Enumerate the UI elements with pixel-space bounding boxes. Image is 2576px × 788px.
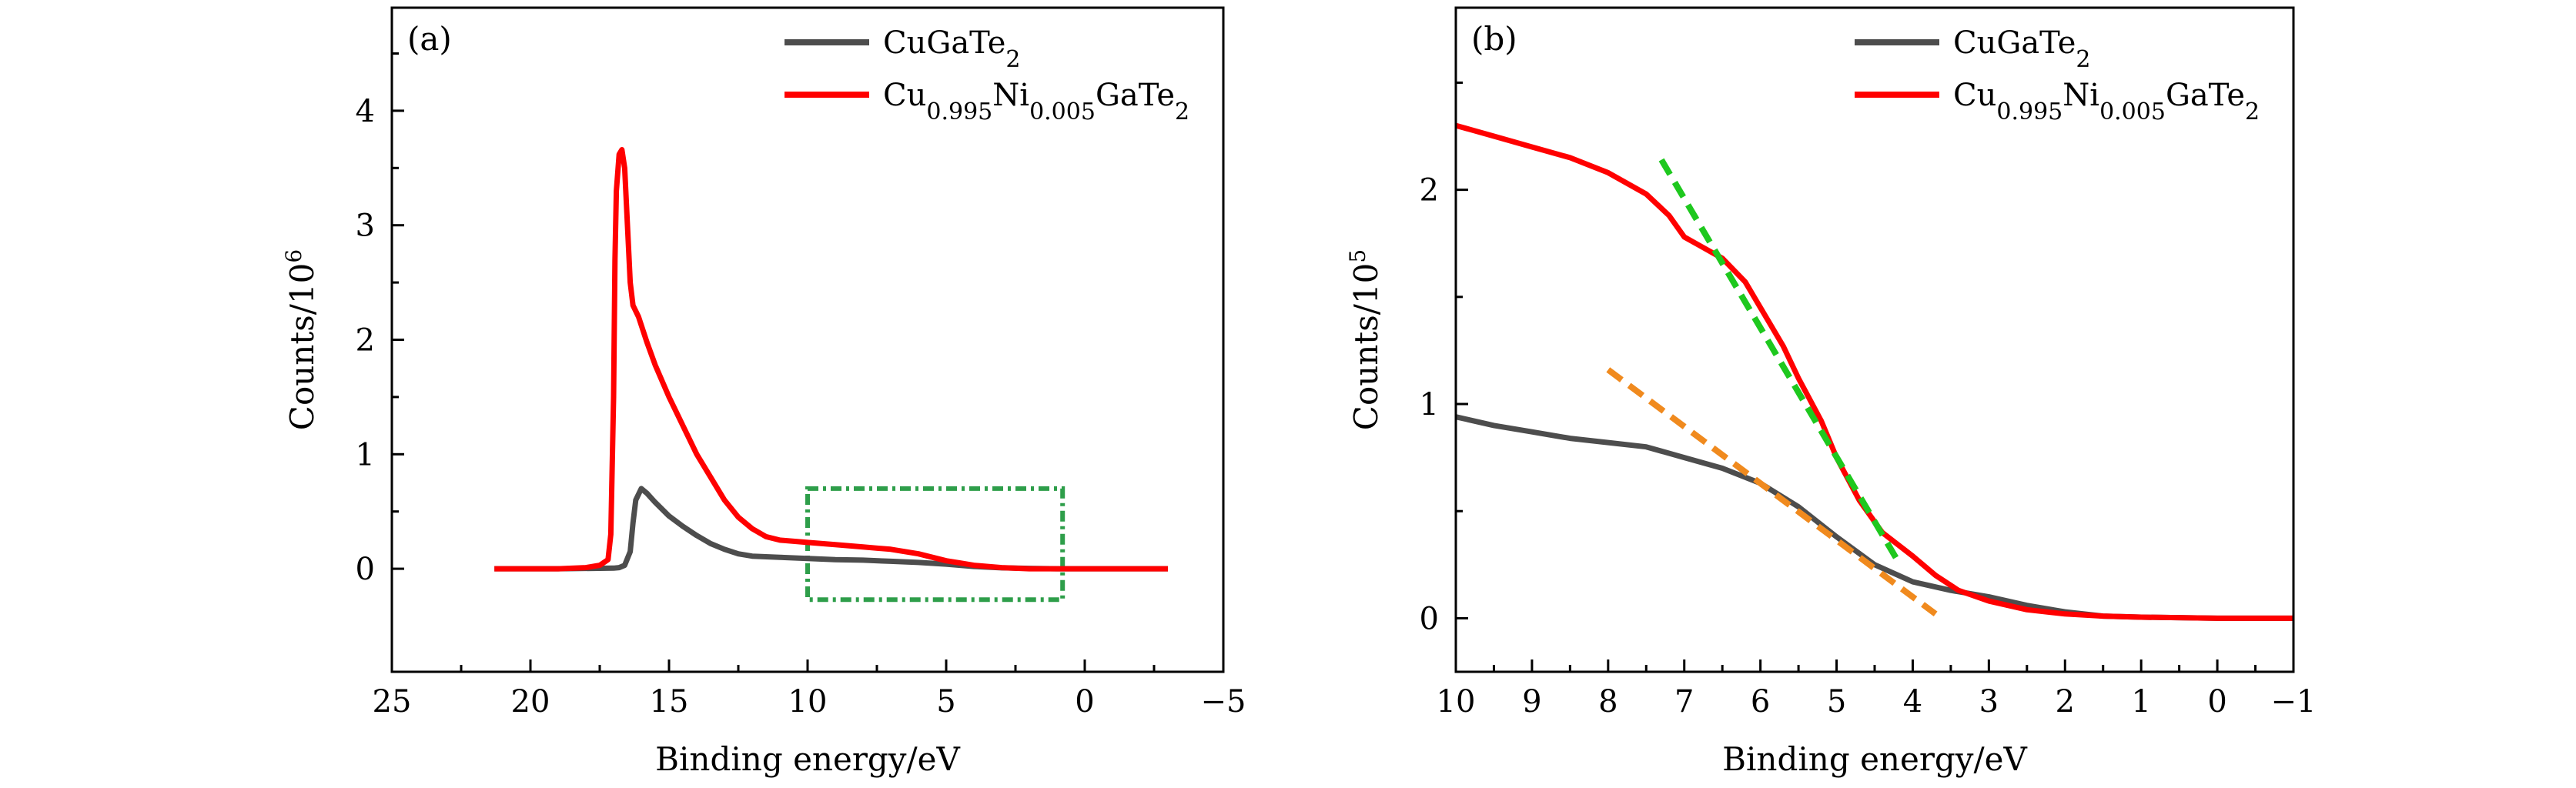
- panel-label: (a): [407, 20, 452, 58]
- legend-label-2: Cu0.995Ni0.005GaTe2: [883, 78, 1189, 125]
- x-tick-label: 1: [2131, 684, 2150, 720]
- legend-label-1: CuGaTe2: [1953, 25, 2091, 73]
- legend-text: Cu: [883, 78, 926, 113]
- y-tick-label: 3: [356, 209, 375, 244]
- panel-label: (b): [1471, 20, 1517, 58]
- y-axis-title: Counts/105: [1345, 249, 1386, 430]
- legend-text: CuGaTe: [883, 25, 1005, 61]
- x-tick-label: 0: [1075, 684, 1094, 720]
- series-line-2: [1455, 122, 2293, 621]
- x-tick-label: 8: [1598, 684, 1618, 720]
- y-axis-title-base: Counts/10: [283, 263, 321, 431]
- y-axis-title-exponent: 6: [281, 249, 306, 263]
- legend-subscript: 0.995: [1996, 98, 2062, 125]
- x-tick-label: 3: [1979, 684, 1999, 720]
- y-tick-label: 2: [1420, 173, 1439, 209]
- legend-text: Ni: [2062, 78, 2099, 113]
- x-tick-label: 9: [1522, 684, 1541, 720]
- y-tick-label: 0: [1420, 601, 1439, 636]
- x-tick-label: 4: [1903, 684, 1922, 720]
- y-axis-title-base: Counts/10: [1347, 263, 1385, 431]
- y-tick-label: 0: [356, 552, 375, 587]
- y-axis-title: Counts/106: [281, 249, 322, 430]
- x-tick-label: 25: [373, 684, 412, 720]
- series-line-2: [494, 147, 1168, 572]
- x-tick-label: 10: [1437, 684, 1476, 720]
- legend-subscript: 2: [1005, 46, 1020, 73]
- legend-text: GaTe: [2166, 78, 2245, 113]
- legend-subscript: 2: [2076, 46, 2090, 73]
- x-tick-label: 6: [1751, 684, 1770, 720]
- x-tick-label: 5: [936, 684, 955, 720]
- x-tick-label: −5: [1201, 684, 1246, 720]
- y-tick-label: 4: [356, 94, 375, 129]
- legend-subscript: 2: [1175, 98, 1189, 125]
- legend-subscript: 0.005: [1029, 98, 1096, 125]
- x-tick-label: 5: [1827, 684, 1846, 720]
- x-axis-title: Binding energy/eV: [1722, 740, 2027, 778]
- y-tick-label: 1: [1420, 387, 1439, 422]
- y-tick-label: 2: [356, 323, 375, 359]
- x-tick-label: 7: [1674, 684, 1694, 720]
- legend-text: GaTe: [1096, 78, 1175, 113]
- legend-text: CuGaTe: [1953, 25, 2076, 61]
- x-tick-label: 2: [2056, 684, 2075, 720]
- legend-subscript: 0.005: [2099, 98, 2166, 125]
- legend-text: Cu: [1953, 78, 1996, 113]
- x-tick-label: −1: [2271, 684, 2317, 720]
- legend-subscript: 2: [2245, 98, 2260, 125]
- panel-a-chart: 25 20 15 10 5 0 −5 0 1 2 3 4 Binding energy/eV Counts…: [281, 6, 1246, 778]
- x-tick-label: 10: [788, 684, 828, 720]
- series-line-1: [494, 486, 1168, 572]
- legend-label-2: Cu0.995Ni0.005GaTe2: [1953, 78, 2260, 125]
- legend-subscript: 0.995: [926, 98, 992, 125]
- fit-line-2: [1606, 367, 1938, 617]
- y-axis-title-exponent: 5: [1345, 249, 1370, 263]
- x-tick-label: 0: [2207, 684, 2226, 720]
- x-tick-label: 15: [650, 684, 689, 720]
- y-tick-label: 1: [356, 437, 375, 472]
- x-tick-label: 20: [511, 684, 550, 720]
- x-axis-title: Binding energy/eV: [655, 740, 960, 778]
- legend-label-1: CuGaTe2: [883, 25, 1021, 73]
- legend-text: Ni: [992, 78, 1029, 113]
